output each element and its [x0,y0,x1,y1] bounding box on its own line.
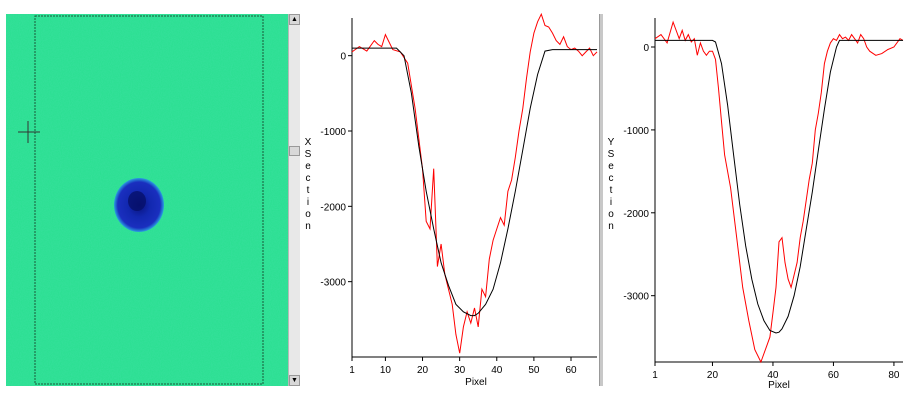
y-tick-label: -2000 [623,209,649,220]
x-tick-label: 50 [528,365,540,376]
svg-text:i: i [610,197,612,208]
svg-text:S: S [305,149,312,160]
y-tick-label: 0 [643,43,649,54]
x-axis-label: Pixel [768,380,790,391]
x-tick-label: 10 [380,365,392,376]
measured-profile-line [351,12,598,354]
svg-text:X: X [305,137,312,148]
y-tick-label: -1000 [320,127,346,138]
x-axis-label: Pixel [465,377,487,388]
y-tick-label: -2000 [320,202,346,213]
y-tick-label: 0 [340,52,346,63]
x-tick-label: 30 [454,365,466,376]
y-tick-label: -1000 [623,126,649,137]
x-section-chart: 0 -1000 -2000 -3000 1 10 20 30 40 50 60 Pixel XSe… [305,12,598,388]
x-tick-label: 40 [491,365,503,376]
svg-text:c: c [306,173,311,184]
y-section-chart: 0 -1000 -2000 -3000 1 20 40 60 80 Pixel YSectio… [608,18,904,391]
svg-text:o: o [305,209,311,220]
scroll-thumb[interactable] [289,146,300,156]
svg-text:t: t [307,185,310,196]
x-tick-label: 1 [349,365,355,376]
svg-text:S: S [608,149,615,160]
svg-text:c: c [609,173,614,184]
x-tick-label: 20 [707,370,719,381]
svg-text:t: t [610,185,613,196]
fitted-profile-line [352,47,597,317]
svg-text:Y: Y [608,137,615,148]
scroll-down-button[interactable]: ▼ [289,375,300,386]
y-tick-label: -3000 [320,278,346,289]
svg-text:i: i [307,197,309,208]
vertical-scrollbar[interactable]: ▲ ▼ [288,14,300,386]
x-tick-label: 40 [767,370,779,381]
image-view[interactable] [6,14,288,386]
svg-text:e: e [305,161,311,172]
measured-profile-line [654,20,904,364]
x-tick-label: 60 [565,365,577,376]
svg-text:o: o [608,209,614,220]
intensity-map [6,14,288,386]
y-tick-label: -3000 [623,292,649,303]
x-tick-label: 60 [828,370,840,381]
svg-text:n: n [305,221,311,232]
scroll-up-button[interactable]: ▲ [289,14,300,25]
x-tick-label: 1 [652,370,658,381]
svg-text:e: e [608,161,614,172]
fitted-profile-line [655,39,903,334]
roi-rectangle [34,15,264,385]
x-tick-label: 80 [888,370,900,381]
x-tick-label: 20 [417,365,429,376]
panel-divider[interactable] [599,14,603,386]
svg-text:n: n [608,221,614,232]
